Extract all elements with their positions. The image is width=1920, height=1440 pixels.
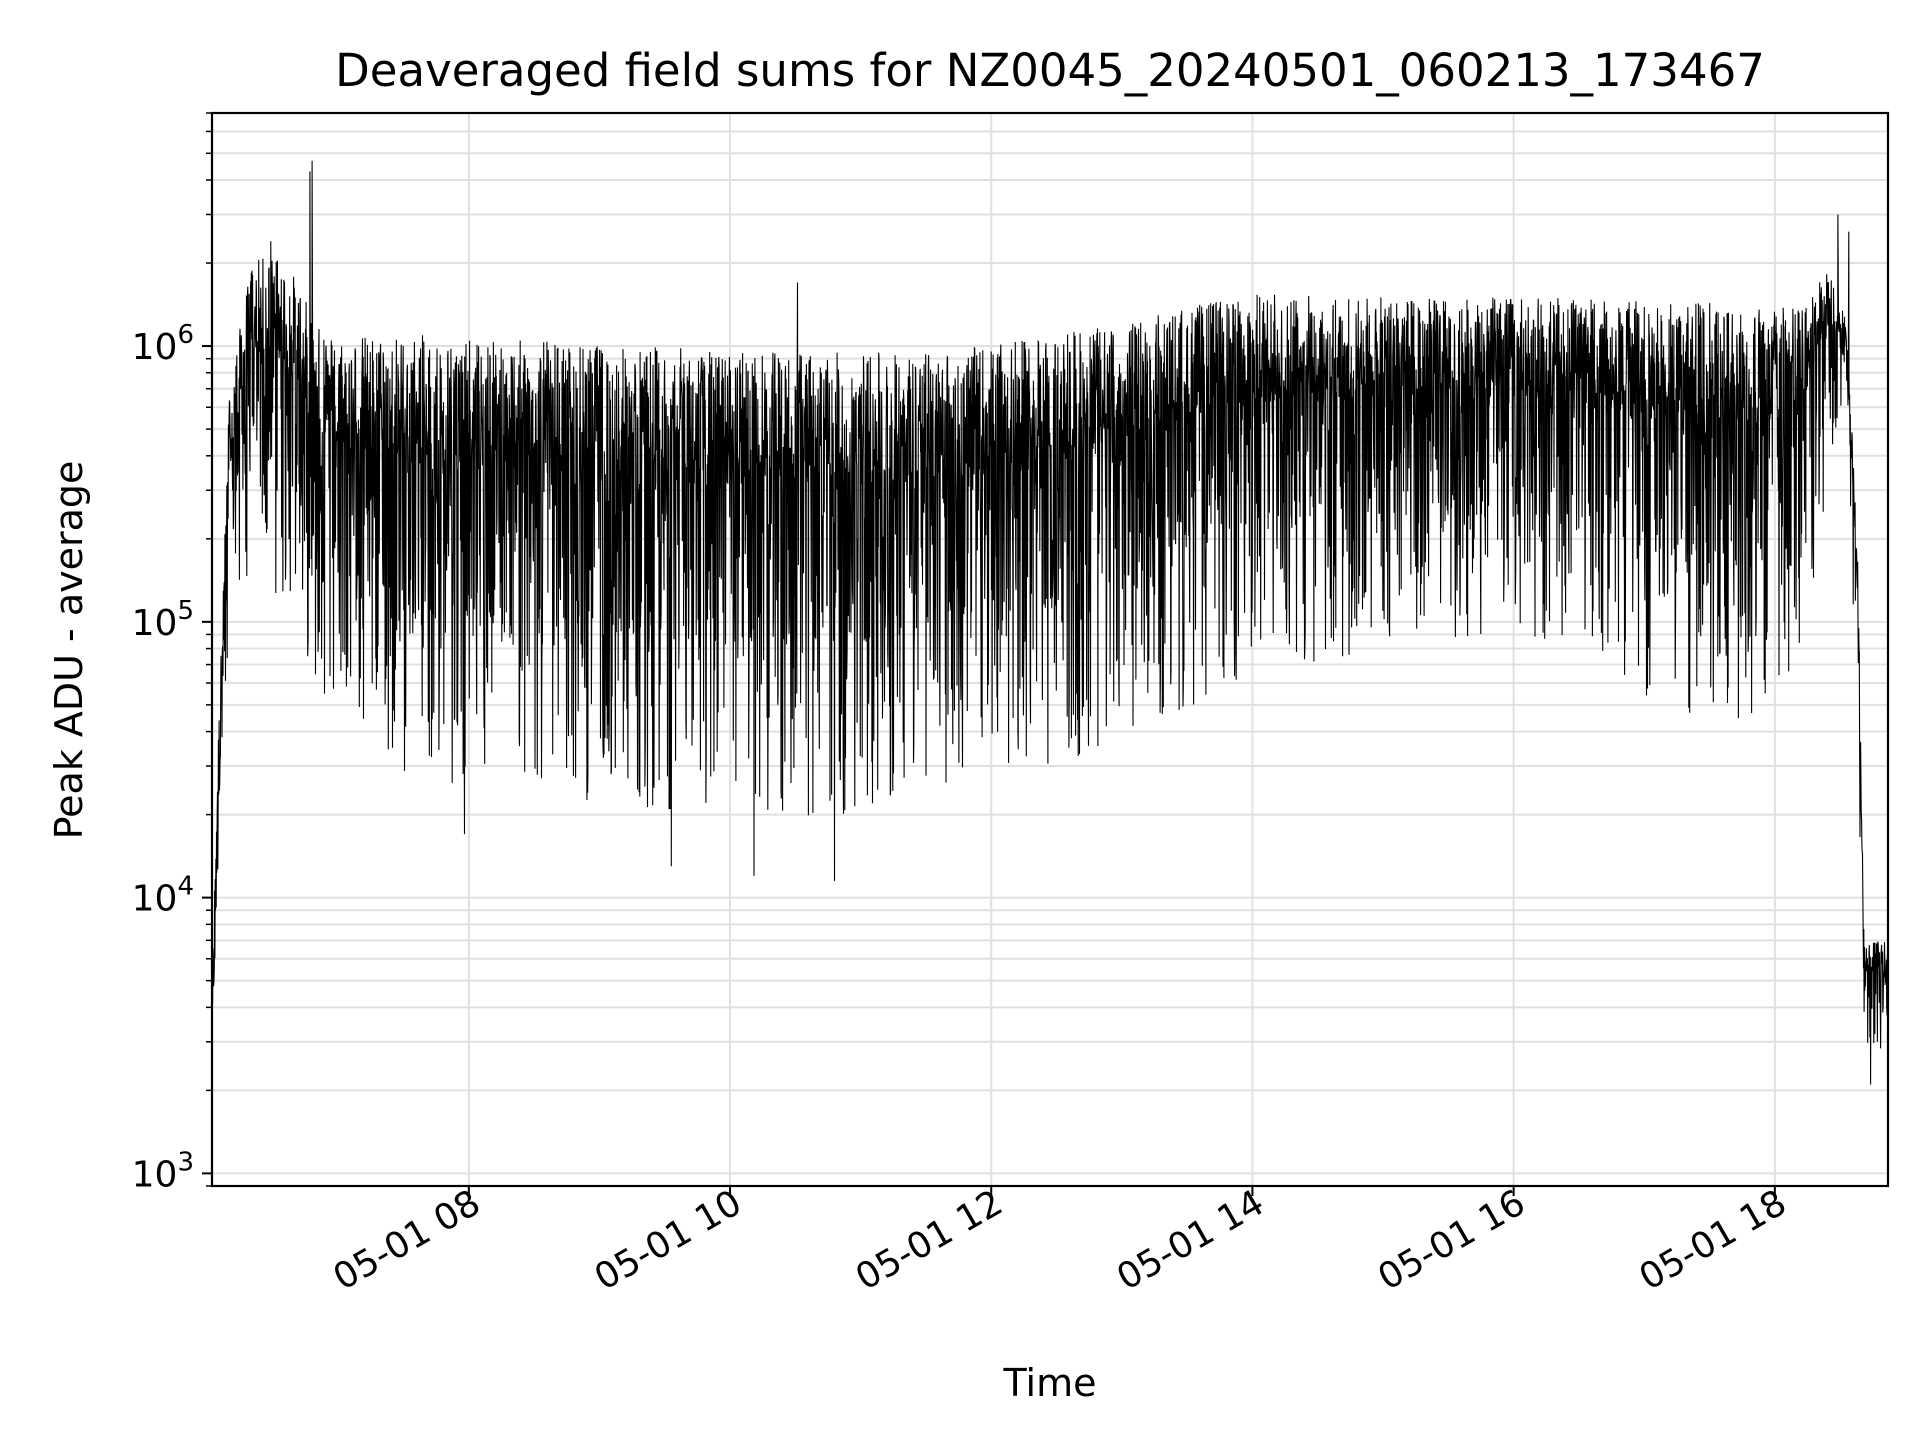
y-axis-title: Peak ADU - average (47, 461, 91, 840)
y-tick-label: 105 (132, 596, 194, 644)
y-tick-label: 103 (132, 1147, 194, 1195)
y-tick-label: 104 (132, 872, 194, 920)
y-tick-label: 106 (132, 320, 194, 368)
x-axis-title: Time (1003, 1361, 1097, 1405)
series-line (211, 160, 1889, 1085)
series-layer (211, 160, 1889, 1085)
chart-title: Deaveraged field sums for NZ0045_2024050… (335, 44, 1765, 97)
plot-frame (210, 111, 1890, 1188)
